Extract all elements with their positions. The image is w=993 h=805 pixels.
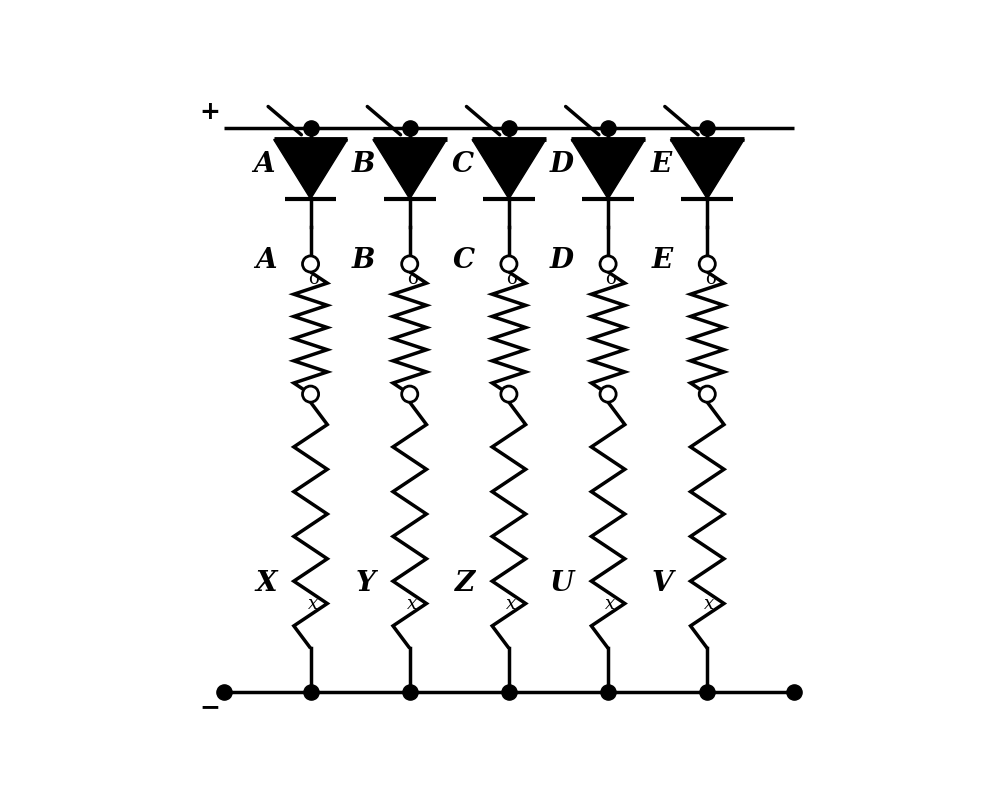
Text: x: x — [704, 595, 714, 613]
Text: o: o — [606, 270, 617, 288]
Text: A: A — [253, 151, 275, 178]
Point — [600, 122, 616, 134]
Text: E: E — [652, 247, 673, 275]
Text: C: C — [453, 247, 475, 275]
Polygon shape — [274, 139, 348, 199]
Circle shape — [402, 256, 418, 272]
Point — [699, 122, 715, 134]
Text: +: + — [200, 101, 220, 125]
Polygon shape — [571, 139, 645, 199]
Circle shape — [500, 386, 517, 402]
Circle shape — [600, 386, 616, 402]
Text: Z: Z — [455, 570, 475, 597]
Text: X: X — [255, 570, 276, 597]
Polygon shape — [472, 139, 546, 199]
Point — [402, 685, 418, 698]
Polygon shape — [372, 139, 447, 199]
Circle shape — [402, 386, 418, 402]
Text: o: o — [308, 270, 319, 288]
Circle shape — [303, 256, 319, 272]
Circle shape — [500, 256, 517, 272]
Text: o: o — [506, 270, 517, 288]
Text: E: E — [650, 151, 671, 178]
Text: C: C — [452, 151, 474, 178]
Circle shape — [303, 386, 319, 402]
Point — [600, 685, 616, 698]
Polygon shape — [670, 139, 744, 199]
Text: x: x — [605, 595, 615, 613]
Text: D: D — [549, 151, 574, 178]
Circle shape — [600, 256, 616, 272]
Text: x: x — [308, 595, 318, 613]
Text: D: D — [550, 247, 574, 275]
Text: x: x — [407, 595, 417, 613]
Text: x: x — [505, 595, 516, 613]
Circle shape — [699, 256, 715, 272]
Circle shape — [699, 386, 715, 402]
Point — [402, 122, 418, 134]
Point — [303, 122, 319, 134]
Text: B: B — [353, 247, 375, 275]
Text: B: B — [352, 151, 375, 178]
Text: −: − — [200, 695, 220, 719]
Text: V: V — [651, 570, 673, 597]
Point — [215, 685, 231, 698]
Point — [501, 122, 517, 134]
Point — [786, 685, 802, 698]
Text: o: o — [407, 270, 418, 288]
Point — [699, 685, 715, 698]
Text: Y: Y — [355, 570, 375, 597]
Text: o: o — [705, 270, 716, 288]
Point — [303, 685, 319, 698]
Text: U: U — [550, 570, 574, 597]
Text: A: A — [255, 247, 276, 275]
Point — [501, 685, 517, 698]
